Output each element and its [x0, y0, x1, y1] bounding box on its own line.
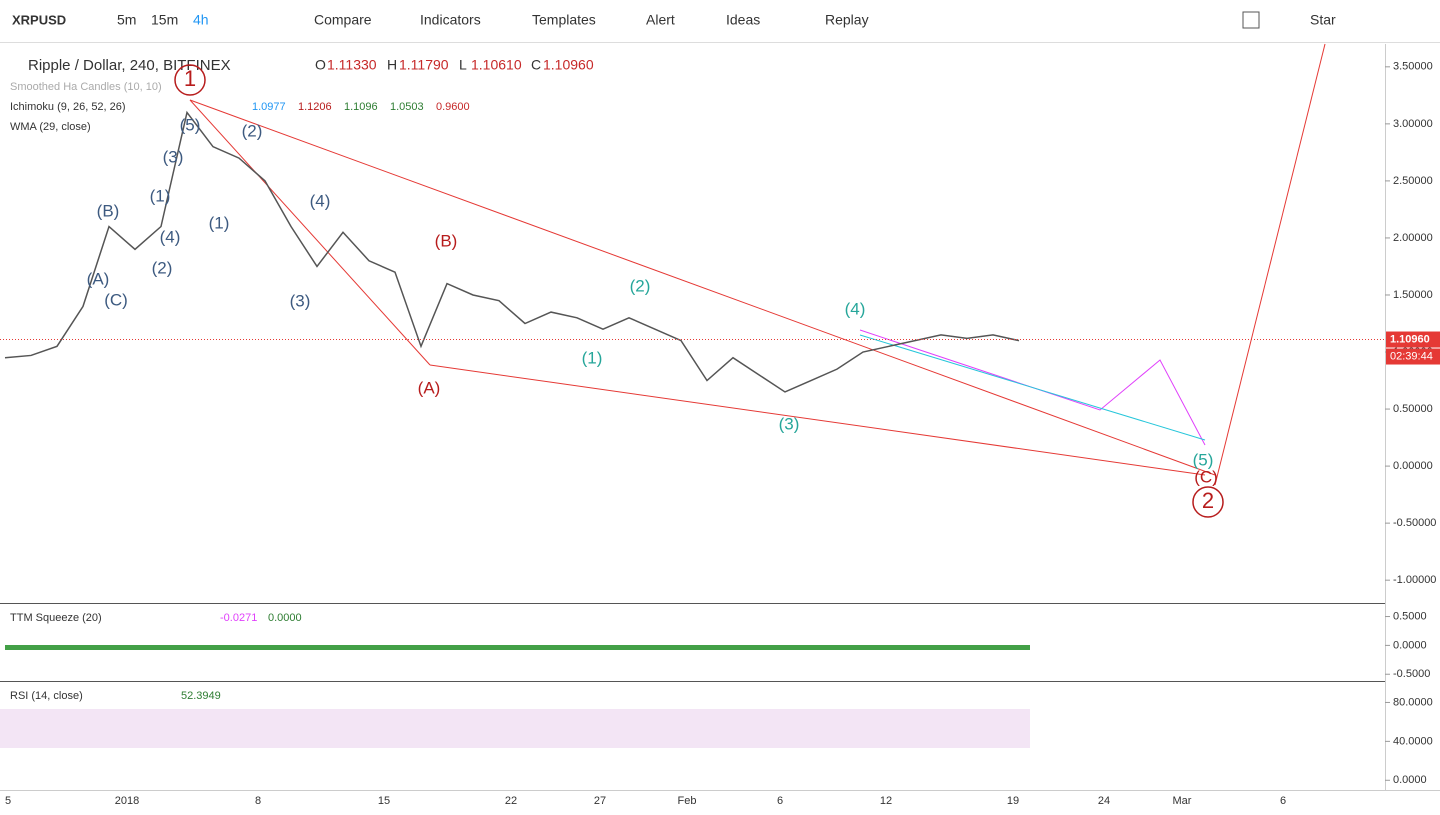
ohlc-value: 1.11330 [327, 57, 377, 73]
rsi-band [0, 709, 1030, 748]
x-tick-label: 27 [594, 795, 606, 807]
study: Ichimoku (9, 26, 52, 26) [10, 101, 126, 113]
wave-label: (1) [150, 186, 171, 205]
price-tag [1386, 331, 1440, 348]
wave-label: (4) [845, 299, 866, 318]
x-tick-label: Feb [678, 795, 697, 807]
wave-label: (1) [209, 213, 230, 232]
wave-label: (A) [418, 378, 441, 397]
wave-label: (2) [630, 276, 651, 295]
x-tick-label: 6 [1280, 795, 1286, 807]
button[interactable]: Ideas [726, 12, 760, 28]
ohlc-value: 1.10610 [471, 57, 522, 73]
wave-label: (C) [1194, 467, 1218, 486]
study-value: 52.3949 [181, 690, 221, 702]
countdown: 02:39:44 [1390, 350, 1433, 362]
button[interactable]: Templates [532, 12, 596, 28]
study-value: 1.0977 [252, 101, 286, 113]
ohlc-label: O [315, 57, 326, 73]
interval[interactable]: 4h [193, 12, 209, 28]
ohlc-label: L [459, 57, 467, 73]
wave-label: (4) [310, 191, 331, 210]
wave-label: (3) [163, 147, 184, 166]
wave-label: (1) [582, 348, 603, 367]
y-tick-label: 0.0000 [1393, 774, 1427, 786]
y-tick-label: 80.0000 [1393, 696, 1433, 708]
wave-circle [1192, 486, 1224, 518]
x-tick-label: 8 [255, 795, 261, 807]
y-tick-label: -0.50000 [1393, 517, 1436, 529]
y-tick-label: 2.00000 [1393, 232, 1433, 244]
symbol[interactable]: XRPUSD [12, 12, 66, 27]
price-tag-label: 1.10960 [1390, 333, 1430, 345]
wave-label: 1 [184, 66, 196, 91]
y-tick-label: 3.00000 [1393, 118, 1433, 130]
study: WMA (29, close) [10, 121, 91, 133]
wave-label: (3) [290, 291, 311, 310]
study-value: 1.1096 [344, 101, 378, 113]
wave-label: (2) [242, 121, 263, 140]
wave-label: 2 [1202, 488, 1214, 513]
x-tick-label: 19 [1007, 795, 1019, 807]
y-tick-label: -1.00000 [1393, 574, 1436, 586]
ohlc-value: 1.11790 [399, 57, 449, 73]
button[interactable]: Alert [646, 12, 675, 28]
ohlc-label: C [531, 57, 541, 73]
interval[interactable]: 5m [117, 12, 136, 28]
projection [859, 334, 1206, 441]
x-tick-label: 2018 [115, 795, 139, 807]
wave-label: (B) [97, 201, 120, 220]
study-value: 0.0000 [268, 612, 302, 624]
study-value: 1.0503 [390, 101, 424, 113]
button[interactable]: Replay [825, 12, 869, 28]
study: TTM Squeeze (20) [10, 612, 102, 624]
projection [859, 329, 1206, 446]
ohlc-label: H [387, 57, 397, 73]
x-tick-label: Mar [1173, 795, 1192, 807]
price-line [4, 110, 1020, 393]
wave-label: (5) [180, 115, 201, 134]
wave-label: (A) [87, 269, 110, 288]
y-tick-label: 0.00000 [1393, 460, 1433, 472]
wave-circle [174, 64, 206, 96]
button[interactable]: Indicators [420, 12, 481, 28]
x-tick-label: 15 [378, 795, 390, 807]
x-tick-label: 5 [5, 795, 11, 807]
wave-label: (5) [1193, 450, 1214, 469]
wave-label: (2) [152, 258, 173, 277]
study: RSI (14, close) [10, 690, 83, 702]
wave-label: (C) [104, 290, 128, 309]
y-tick-label: 0.5000 [1393, 610, 1427, 622]
study-value: 0.9600 [436, 101, 470, 113]
chart-title: Ripple / Dollar, 240, BITFINEX [28, 57, 231, 74]
y-tick-label: 1.50000 [1393, 289, 1433, 301]
y-tick-label: 3.50000 [1393, 61, 1433, 73]
y-tick-label: 40.0000 [1393, 735, 1433, 747]
trend-lines [189, 43, 1326, 486]
y-tick-label: 0.50000 [1393, 403, 1433, 415]
study-value: -0.0271 [220, 612, 257, 624]
x-tick-label: 12 [880, 795, 892, 807]
wave-label: (4) [160, 227, 181, 246]
y-tick-label: 0.0000 [1393, 639, 1427, 651]
x-tick-label: 22 [505, 795, 517, 807]
interval[interactable]: 15m [151, 12, 178, 28]
countdown-tag [1386, 348, 1440, 365]
ohlc-value: 1.10960 [543, 57, 594, 73]
study-value: 1.1206 [298, 101, 332, 113]
x-tick-label: 6 [777, 795, 783, 807]
y-tick-label: -0.5000 [1393, 668, 1430, 680]
button[interactable]: Compare [314, 12, 372, 28]
wave-label: (3) [779, 414, 800, 433]
x-tick-label: 24 [1098, 795, 1110, 807]
y-tick-label: 2.50000 [1393, 175, 1433, 187]
study: Smoothed Ha Candles (10, 10) [10, 81, 162, 93]
button[interactable]: Star [1310, 12, 1336, 28]
ttm-baseline [5, 645, 1030, 650]
icon[interactable] [1242, 11, 1260, 29]
wave-label: (B) [435, 231, 458, 250]
toolbar [0, 0, 1440, 42]
